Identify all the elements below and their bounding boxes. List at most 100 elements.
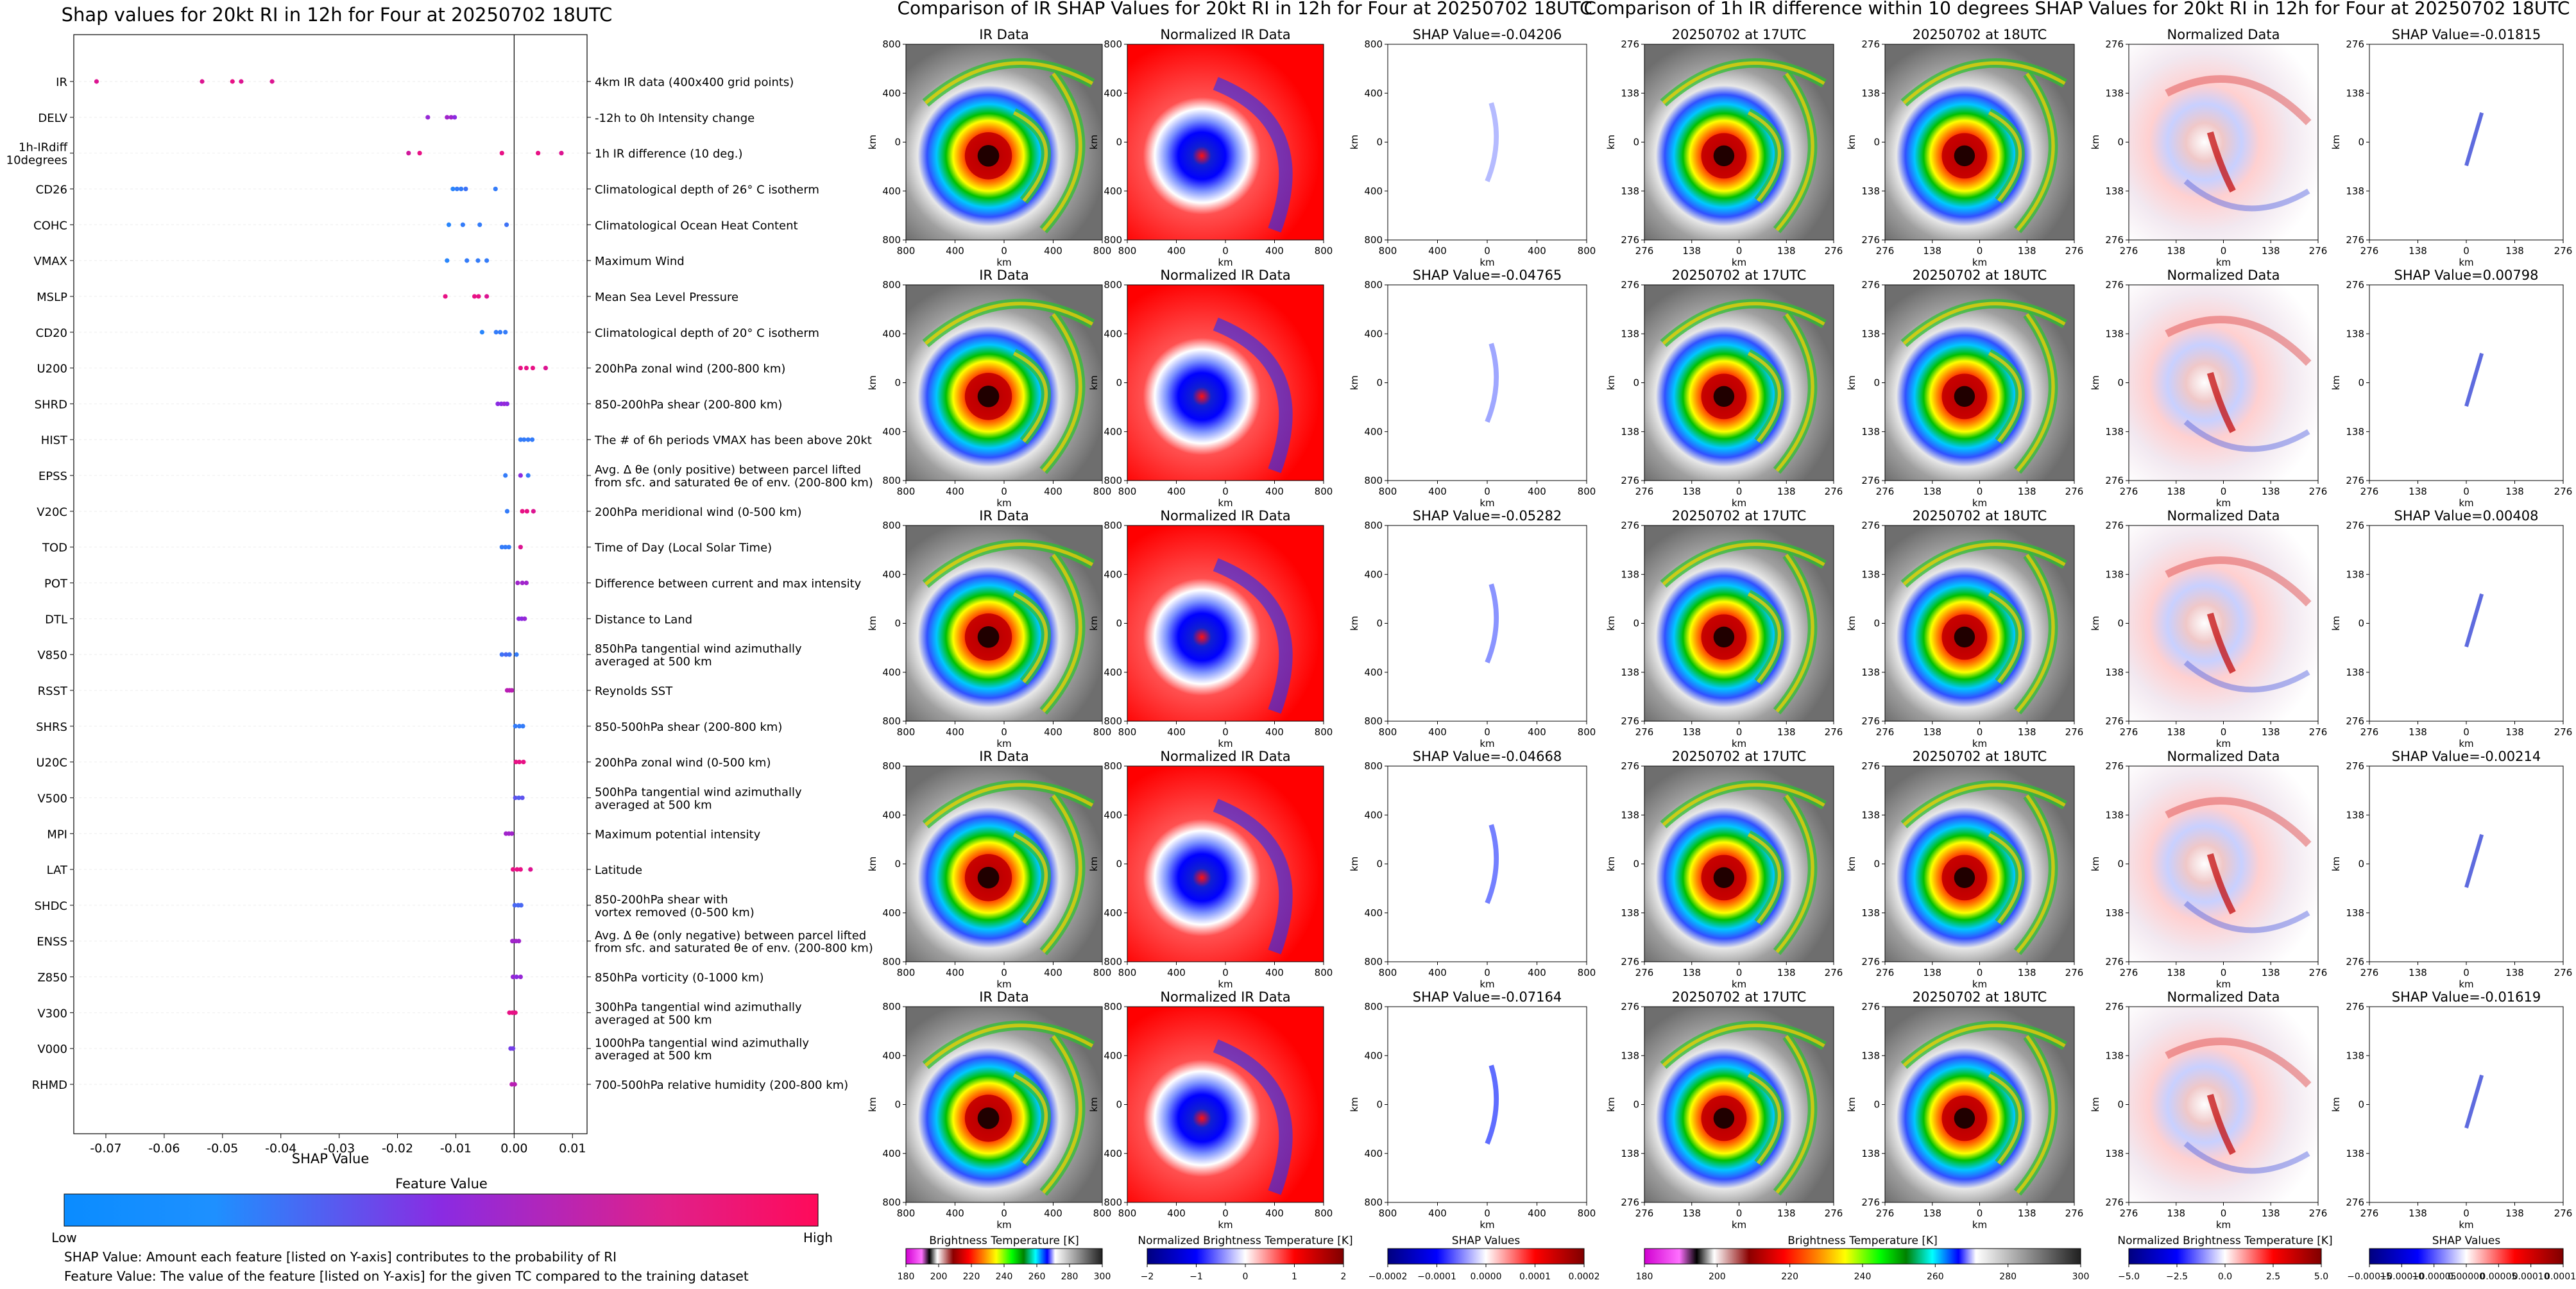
colorbar: Normalized Brightness Temperature [K] −2 −… <box>1138 1234 1352 1282</box>
cloud-band-core <box>1042 313 1082 472</box>
colorbar-tick-label: 0.0000 <box>1471 1272 1502 1282</box>
shap-image <box>1388 525 1587 721</box>
y-tick-label: 138 <box>2346 667 2364 678</box>
feature-code-label: V850 <box>37 649 67 662</box>
y-tick-label: 276 <box>1621 38 1639 50</box>
x-axis-label: km <box>996 497 1011 509</box>
feature-code-label: 1h-IRdiff 10degrees <box>6 141 68 167</box>
ir-diff-shap-comparison: Comparison of 1h IR difference within 10… <box>1584 0 2576 1282</box>
colorbar-tick-label: 0 <box>1243 1272 1249 1282</box>
diff-panel: 27627613813800138138276276kmkmNormalized… <box>2090 268 2327 509</box>
y-tick-label: 138 <box>1621 1050 1639 1061</box>
shap-point <box>516 724 522 729</box>
x-tick-label: 0 <box>1977 245 1983 257</box>
x-tick-label: 138 <box>2409 726 2427 738</box>
y-tick-label: 0 <box>2358 618 2364 629</box>
feature-description-label: 850hPa tangential wind azimuthally averag… <box>595 642 802 669</box>
shap-point <box>513 724 518 729</box>
feature-description-label: 1h IR difference (10 deg.) <box>595 148 743 161</box>
ir-shap-comparison: Comparison of IR SHAP Values for 20kt RI… <box>867 0 1600 1282</box>
colorbar-tick-label: −0.0001 <box>1417 1272 1456 1282</box>
diff-band <box>2165 316 2312 366</box>
y-tick-label: 138 <box>2105 87 2124 99</box>
y-tick-label: 276 <box>2346 475 2364 486</box>
x-axis-label: km <box>1480 978 1494 990</box>
y-axis-label: km <box>867 857 878 871</box>
y-tick-label: 138 <box>2105 907 2124 919</box>
x-axis-label: km <box>996 738 1011 749</box>
x-tick-label: 138 <box>2262 245 2280 257</box>
feature-description-label: 500hPa tangential wind azimuthally averag… <box>595 786 802 812</box>
x-axis-label: km <box>1732 738 1746 749</box>
y-tick-label: 276 <box>2105 475 2124 486</box>
x-tick-label: 138 <box>2018 1208 2036 1219</box>
x-tick-label: 138 <box>2505 245 2524 257</box>
x-axis-label: km <box>1732 978 1746 990</box>
y-tick-label: 0 <box>894 858 901 870</box>
shap-point <box>460 222 465 227</box>
y-tick-label: 276 <box>1621 760 1639 772</box>
x-tick-label: 138 <box>2409 967 2427 978</box>
shap-point <box>499 151 504 156</box>
y-tick-label: 138 <box>2346 1050 2364 1061</box>
feature-colorbar-title: Feature Value <box>395 1176 488 1191</box>
x-tick-label: -0.02 <box>382 1141 413 1156</box>
x-axis-label: km <box>1218 1219 1233 1231</box>
shap-point <box>452 115 457 120</box>
shap-point <box>514 652 519 657</box>
x-tick-label: 276 <box>2120 245 2138 257</box>
y-tick-label: 138 <box>1861 185 1880 197</box>
y-tick-label: 400 <box>882 328 901 339</box>
colorbar-tick-label: 280 <box>1999 1272 2017 1282</box>
feature-description-label: Climatological depth of 20° C isotherm <box>595 327 819 340</box>
y-tick-label: 276 <box>1621 475 1639 486</box>
x-tick-label: 0 <box>1484 245 1490 257</box>
x-tick-label: -0.01 <box>440 1141 472 1156</box>
diff-band <box>2183 179 2310 212</box>
x-tick-label: 276 <box>2360 967 2379 978</box>
diff-band-red <box>2206 371 2236 434</box>
storm-eye <box>1713 1107 1735 1129</box>
x-tick-label: 276 <box>1876 486 1895 497</box>
x-axis-label: km <box>1732 1219 1746 1231</box>
x-tick-label: 0 <box>1484 726 1490 738</box>
x-tick-label: 0 <box>1736 967 1743 978</box>
y-axis-label: km <box>867 135 878 149</box>
y-tick-label: 800 <box>1104 1197 1122 1208</box>
x-tick-label: 800 <box>1093 726 1112 738</box>
shap-point <box>507 652 512 657</box>
y-tick-label: 400 <box>1364 809 1383 821</box>
beeswarm-xlabel: SHAP Value <box>292 1151 370 1166</box>
x-tick-label: 138 <box>1682 486 1701 497</box>
shap-point <box>503 545 508 550</box>
colorbar-label: SHAP Values <box>1452 1234 1521 1247</box>
y-tick-label: 800 <box>882 520 901 531</box>
shap-point <box>521 760 526 765</box>
feature-code-label: RHMD <box>32 1079 67 1092</box>
x-tick-label: 138 <box>2167 967 2185 978</box>
x-tick-label: 400 <box>1428 726 1447 738</box>
x-axis-label: km <box>2459 497 2473 509</box>
x-tick-label: 0 <box>1977 726 1983 738</box>
x-axis-label: km <box>2459 978 2473 990</box>
y-tick-label: 400 <box>1104 667 1122 678</box>
colorbar-strip <box>905 1248 1103 1265</box>
y-tick-label: 400 <box>882 426 901 438</box>
y-tick-label: 800 <box>882 279 901 291</box>
x-tick-label: 138 <box>1682 726 1701 738</box>
x-axis-label: km <box>1972 1219 1987 1231</box>
x-tick-label: 138 <box>1777 486 1796 497</box>
shap-point <box>525 437 531 442</box>
cloud-band-core <box>1988 111 2022 202</box>
cloud-band-core <box>1748 1073 1782 1165</box>
feature-description-label: 200hPa zonal wind (0-500 km) <box>595 756 771 770</box>
x-tick-label: 0 <box>1736 486 1743 497</box>
x-tick-label: 276 <box>2554 967 2573 978</box>
shap-point <box>448 115 454 120</box>
feature-code-label: SHRD <box>35 398 67 411</box>
x-tick-label: 0 <box>2463 726 2469 738</box>
